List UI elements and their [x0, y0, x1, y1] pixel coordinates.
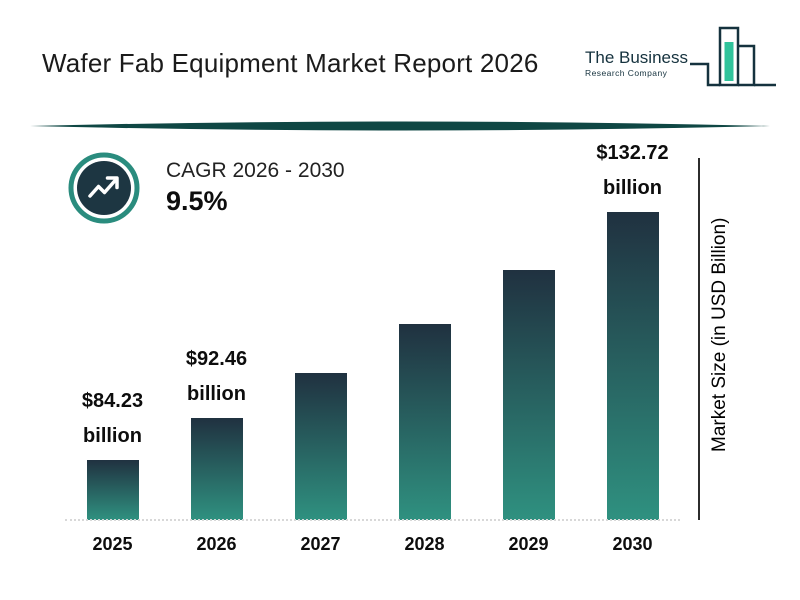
growth-arrow-icon: [68, 152, 140, 224]
bar-value-label-2030: $132.72 billion: [596, 142, 669, 199]
bar-value-label-2026: $92.46 billion: [185, 348, 248, 405]
logo-subname: Research Company: [585, 68, 668, 78]
x-tick-2028: 2028: [404, 534, 445, 554]
plot-area: $84.23 billion $92.46 billion $132.72 billion: [65, 130, 680, 520]
y-axis-line: [698, 158, 700, 520]
logo-bars-icon: [690, 26, 776, 87]
x-tick-2027: 2027: [300, 534, 341, 554]
bar-column-2025: $84.23 billion: [65, 384, 160, 520]
bar-column-2029: [481, 270, 576, 520]
bar-2027: [294, 373, 347, 520]
divider-swoosh: [30, 121, 770, 131]
cagr-text: CAGR 2026 - 2030 9.5%: [166, 159, 345, 217]
bar-column-2030: $132.72 billion: [585, 136, 680, 520]
cagr-label: CAGR 2026 - 2030: [166, 159, 345, 182]
bar-column-2026: $92.46 billion: [169, 342, 264, 520]
x-tick-2030: 2030: [612, 534, 653, 554]
x-tick-2026: 2026: [196, 534, 237, 554]
y-axis-label: Market Size (in USD Billion): [709, 217, 730, 453]
logo: The Business Research Company: [585, 24, 776, 94]
logo-text: The Business Research Company: [585, 48, 688, 94]
bar-2029: [502, 270, 555, 520]
cagr-block: CAGR 2026 - 2030 9.5%: [66, 150, 345, 226]
bar-2026: [190, 418, 243, 520]
bar-column-2027: [273, 373, 368, 520]
bar-value-label-2025: $84.23 billion: [81, 390, 144, 447]
x-tick-2029: 2029: [508, 534, 549, 554]
bar-column-2028: [377, 324, 472, 520]
bar-2025: [86, 460, 139, 520]
bar-2030: [606, 212, 659, 520]
logo-name: The Business: [585, 48, 688, 68]
bar-2028: [398, 324, 451, 520]
chart-baseline: [65, 519, 680, 521]
page-title: Wafer Fab Equipment Market Report 2026: [42, 48, 539, 78]
cagr-value: 9.5%: [166, 186, 228, 216]
x-tick-2025: 2025: [92, 534, 133, 554]
x-ticks: 2025 2026 2027 2028 2029 2030: [65, 534, 680, 555]
